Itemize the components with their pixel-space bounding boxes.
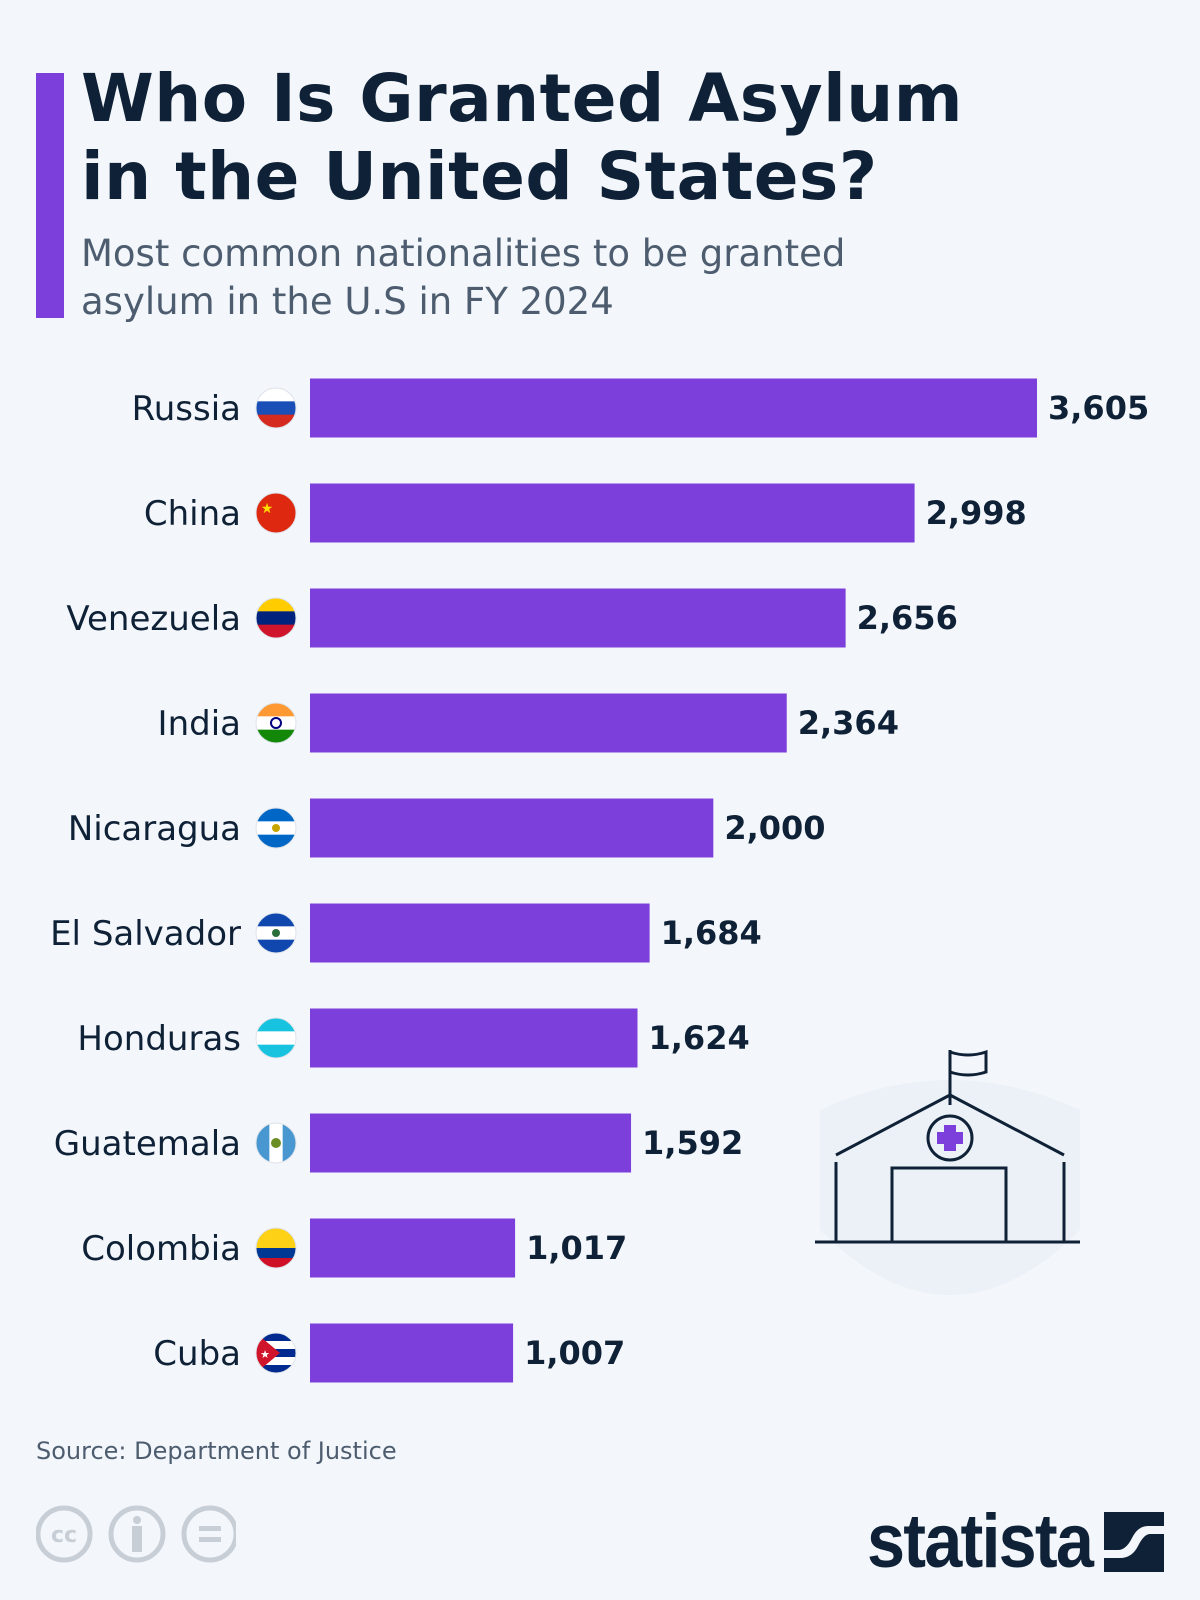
category-label: Guatemala — [54, 1124, 241, 1164]
creative-commons-icons[interactable]: cc — [36, 1504, 236, 1564]
flag-outline — [255, 492, 297, 534]
bar-chart: Russia 3,605 China ★ 2,998 Venezuela 2,656 Indi… — [50, 378, 1149, 1383]
bar-china — [310, 483, 915, 543]
bar-el-salvador — [310, 903, 650, 963]
category-label: India — [158, 704, 241, 744]
bar-colombia — [310, 1218, 516, 1278]
svg-text:cc: cc — [51, 1523, 77, 1548]
accent-bar — [36, 73, 64, 318]
honduras-flag-icon — [256, 1018, 296, 1058]
asylum-building-illustration — [815, 1049, 1080, 1295]
source-note: Source: Department of Justice — [36, 1437, 397, 1465]
category-label: China — [144, 494, 241, 534]
bar-honduras — [310, 1008, 638, 1068]
category-label: El Salvador — [50, 914, 241, 954]
flag-outline — [255, 702, 297, 744]
category-label: Cuba — [153, 1334, 241, 1374]
venezuela-flag-icon — [256, 598, 296, 638]
china-flag-icon: ★ — [256, 493, 296, 533]
category-label: Nicaragua — [68, 809, 241, 849]
el-salvador-flag-icon — [256, 913, 296, 953]
value-label: 1,624 — [649, 1019, 750, 1057]
guatemala-flag-icon — [256, 1123, 296, 1163]
flag-outline — [255, 1227, 297, 1269]
colombia-flag-icon — [256, 1228, 296, 1268]
flag-outline — [255, 387, 297, 429]
title-line-2: in the United States? — [81, 138, 878, 215]
logo-text: statista — [866, 1499, 1094, 1584]
value-label: 1,592 — [642, 1124, 743, 1162]
flag-outline — [255, 912, 297, 954]
category-label: Colombia — [81, 1229, 241, 1269]
value-label: 2,364 — [798, 704, 899, 742]
subtitle: Most common nationalities to be granted … — [81, 232, 846, 323]
page-title: Who Is Granted Asylum in the United State… — [81, 60, 963, 216]
svg-text:★: ★ — [261, 501, 274, 517]
value-label: 3,605 — [1048, 389, 1149, 427]
flag-outline — [255, 1017, 297, 1059]
value-label: 2,998 — [926, 494, 1027, 532]
india-flag-icon — [256, 703, 296, 743]
statista-logo-mark-icon — [1104, 1511, 1164, 1572]
bar-nicaragua — [310, 798, 714, 858]
statista-logo[interactable]: statista — [842, 1498, 1164, 1585]
flag-outline — [255, 1122, 297, 1164]
bar-guatemala — [310, 1113, 632, 1173]
bar-venezuela — [310, 588, 846, 648]
category-label: Venezuela — [66, 599, 241, 639]
value-label: 1,684 — [661, 914, 762, 952]
flag-outline — [255, 807, 297, 849]
value-label: 1,007 — [524, 1334, 625, 1372]
cuba-flag-icon: ★ — [256, 1333, 296, 1373]
flag-outline — [255, 1332, 297, 1374]
value-label: 1,017 — [526, 1229, 627, 1267]
bar-russia — [310, 378, 1037, 438]
value-label: 2,000 — [724, 809, 825, 847]
nicaragua-flag-icon — [256, 808, 296, 848]
title-line-1: Who Is Granted Asylum — [81, 60, 963, 137]
bar-india — [310, 693, 787, 753]
bar-cuba — [310, 1323, 514, 1383]
russia-flag-icon — [256, 388, 296, 428]
category-label: Russia — [132, 389, 241, 429]
category-label: Honduras — [77, 1019, 241, 1059]
value-label: 2,656 — [857, 599, 958, 637]
svg-text:★: ★ — [260, 1348, 270, 1361]
flag-outline — [255, 597, 297, 639]
